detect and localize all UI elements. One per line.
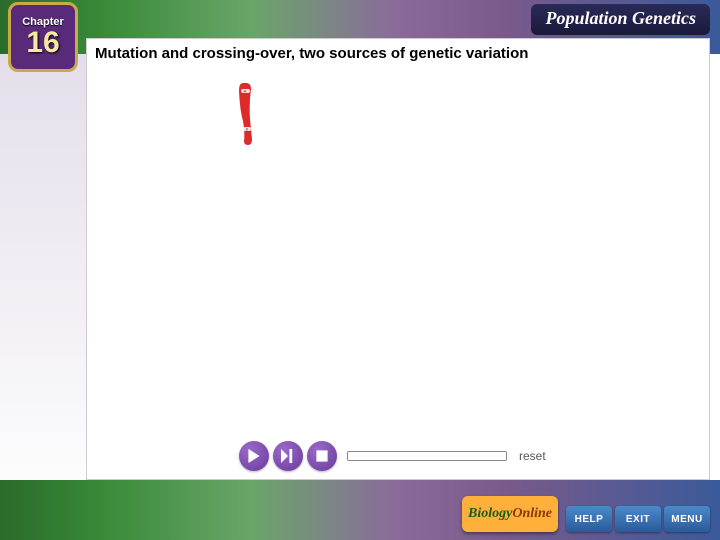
content-heading: Mutation and crossing-over, two sources … xyxy=(95,45,528,62)
chromosome-band-a: A xyxy=(244,89,247,94)
header-title-wrap: Population Genetics xyxy=(531,4,710,35)
help-button[interactable]: HELP xyxy=(566,506,612,532)
footer-bar: BiologyOnline HELP EXIT MENU xyxy=(0,480,720,540)
chapter-number: 16 xyxy=(26,28,59,58)
reset-button[interactable]: reset xyxy=(519,449,546,463)
chromosome-graphic: A b xyxy=(235,81,257,147)
nav-buttons: HELP EXIT MENU xyxy=(566,506,710,532)
chapter-badge: Chapter 16 xyxy=(8,2,78,72)
playback-controls: reset xyxy=(239,441,546,471)
exit-button[interactable]: EXIT xyxy=(615,506,661,532)
biology-online-logo[interactable]: BiologyOnline xyxy=(462,496,558,532)
stop-button[interactable] xyxy=(307,441,337,471)
play-button[interactable] xyxy=(239,441,269,471)
footer-right: BiologyOnline HELP EXIT MENU xyxy=(462,496,710,532)
logo-text: BiologyOnline xyxy=(468,506,552,522)
content-panel: Mutation and crossing-over, two sources … xyxy=(86,38,710,480)
progress-bar[interactable] xyxy=(347,451,507,461)
next-button[interactable] xyxy=(273,441,303,471)
header-title: Population Genetics xyxy=(545,8,696,28)
menu-button[interactable]: MENU xyxy=(664,506,710,532)
left-decor-strip xyxy=(0,54,86,480)
